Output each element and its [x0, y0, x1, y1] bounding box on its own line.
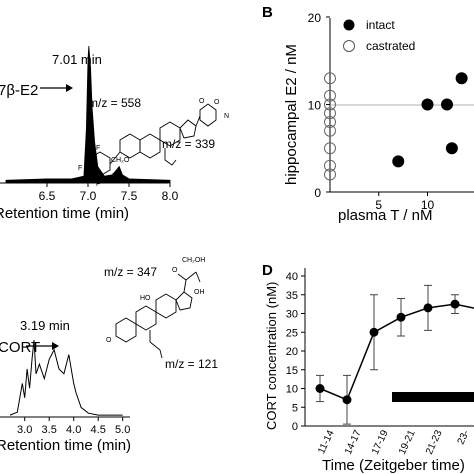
panel-a-chromatogram	[5, 45, 171, 184]
panel-c-xlabel: Retention time (min)	[0, 437, 131, 454]
panel-c-molecule	[115, 271, 201, 359]
panel-a-molecule-atom: N	[224, 113, 229, 120]
panel-d-y-tick-label: 25	[286, 327, 298, 339]
panel-c-x-tick-label: 4.0	[66, 424, 81, 436]
panel-c-molecule-atom: O	[172, 267, 178, 274]
panel-d-x-tick-label: 11-14	[316, 428, 337, 456]
panel-c-molecule-atom: O	[106, 337, 112, 344]
panel-d-x-tick-label: 23-	[456, 429, 472, 447]
panel-a-molecule-atom: F	[96, 181, 100, 188]
panel-a-molecule-atom: O	[199, 98, 205, 105]
panel-d-point	[342, 395, 352, 405]
panel-d-point	[423, 303, 433, 313]
panel-a-molecule-atom: F	[112, 173, 116, 180]
panel-d-x-tick-label: 21-23	[424, 428, 445, 456]
panel-a-molecule-atom: F	[96, 145, 100, 152]
panel-c-molecule-atom: CH₂OH	[182, 257, 205, 264]
panel-b-xlabel: plasma T / nM	[338, 207, 432, 224]
panel-d-point	[450, 299, 460, 309]
point-castrated	[324, 107, 336, 120]
panel-a: 6.5 7.0 7.5 8.0 7.01 min 7β-E2 m/z = 558 m/…	[0, 45, 229, 222]
point-castrated	[324, 142, 336, 155]
panel-c-mz-top: m/z = 347	[104, 265, 157, 279]
legend-marker-intact	[343, 19, 355, 31]
panel-d-x-tick-label: 14-17	[343, 428, 364, 456]
panel-d-y-tick-label: 35	[286, 290, 298, 302]
panel-d-point	[369, 327, 379, 337]
panel-a-x-tick-label: 6.5	[39, 189, 56, 203]
panel-d-x-tick-label: 19-21	[397, 428, 418, 456]
panel-c-molecule-atom: OH	[194, 289, 205, 296]
panel-b-y-tick-label: 10	[308, 99, 322, 113]
point-intact	[445, 142, 458, 155]
panel-d-dark-phase-bar	[392, 392, 474, 402]
panel-c-x-tick-label: 3.5	[42, 424, 57, 436]
point-castrated	[324, 89, 336, 102]
panel-a-molecule-atom: F	[84, 155, 88, 162]
panel-c: 3.0 3.5 4.0 4.5 5.0 3.19 min CORT m/z = 347 …	[0, 257, 218, 454]
panel-d-point	[396, 312, 406, 322]
panel-c-compound-label: CORT	[0, 339, 40, 356]
panel-c-x-tick-label: 3.0	[17, 424, 32, 436]
panel-a-mz-bottom: m/z = 339	[162, 137, 215, 151]
panel-d-y-tick-label: 5	[292, 402, 298, 414]
panel-d-y-tick-label: 10	[286, 384, 298, 396]
point-castrated	[324, 124, 336, 137]
legend-label-castrated: castrated	[366, 39, 415, 53]
panel-a-molecule-atom: CH₂O	[111, 157, 130, 164]
panel-a-xlabel: Retention time (min)	[0, 205, 129, 222]
panel-a-x-tick-label: 8.0	[162, 189, 179, 203]
panel-d-y-tick-label: 30	[286, 309, 298, 321]
point-intact	[392, 155, 405, 168]
panel-b-x-tick-label: 5	[375, 198, 382, 212]
panel-c-arrowhead	[52, 342, 59, 350]
panel-c-peak-label: 3.19 min	[20, 318, 70, 333]
panel-c-chromatogram	[9, 340, 123, 416]
panel-b-y-tick-label: 20	[308, 11, 322, 25]
panel-d-y-tick-label: 20	[286, 346, 298, 358]
panel-a-x-tick-label: 7.0	[80, 189, 97, 203]
point-intact	[421, 98, 434, 111]
panel-a-molecule	[89, 103, 217, 177]
panel-c-x-tick-label: 4.5	[91, 424, 106, 436]
point-castrated	[324, 159, 336, 172]
panel-a-peak-label: 7.01 min	[52, 52, 102, 67]
panel-a-molecule-atom: O	[214, 99, 220, 106]
point-castrated	[324, 98, 336, 111]
panel-a-compound-label: 7β-E2	[0, 82, 38, 99]
panel-d-y-tick-label: 0	[292, 421, 298, 433]
panel-b: B 0 10 20 5 10 hippocampal E2 / nM plasma T…	[262, 4, 474, 224]
point-intact	[455, 72, 468, 85]
panel-a-x-tick-label: 7.5	[121, 189, 138, 203]
panel-d-x-tick-label: 17-19	[370, 428, 391, 456]
panel-b-x-tick-label: 10	[421, 198, 435, 212]
panel-d-point	[315, 384, 325, 393]
legend-marker-castrated	[343, 40, 355, 52]
panel-a-mz-top: m/z = 558	[88, 96, 141, 110]
panel-a-molecule-atom: F	[78, 165, 82, 172]
panel-d-xlabel: Time (Zeitgeber time)	[322, 457, 465, 474]
panel-d-y-tick-label: 40	[286, 271, 298, 283]
panel-c-x-tick-label: 5.0	[115, 424, 130, 436]
point-castrated	[324, 72, 336, 85]
panel-d: D 0 5 10 15 20 25 30 35 40 11-14 14-17 17-19 19-21 2…	[262, 262, 474, 474]
legend-label-intact: intact	[366, 18, 395, 32]
panel-c-mz-bottom: m/z = 121	[165, 357, 218, 371]
panel-b-letter: B	[262, 4, 273, 21]
point-intact	[441, 98, 453, 111]
panel-b-y-tick-label: 0	[314, 186, 321, 200]
panel-d-ylabel: CORT concentration (nM)	[264, 282, 279, 430]
panel-d-letter: D	[262, 262, 273, 279]
panel-b-ylabel: hippocampal E2 / nM	[283, 44, 300, 185]
panel-d-y-tick-label: 15	[286, 365, 298, 377]
panel-c-molecule-atom: HO	[140, 295, 151, 302]
panel-a-arrowhead	[66, 84, 73, 92]
point-castrated	[324, 168, 336, 181]
point-castrated	[324, 116, 336, 128]
